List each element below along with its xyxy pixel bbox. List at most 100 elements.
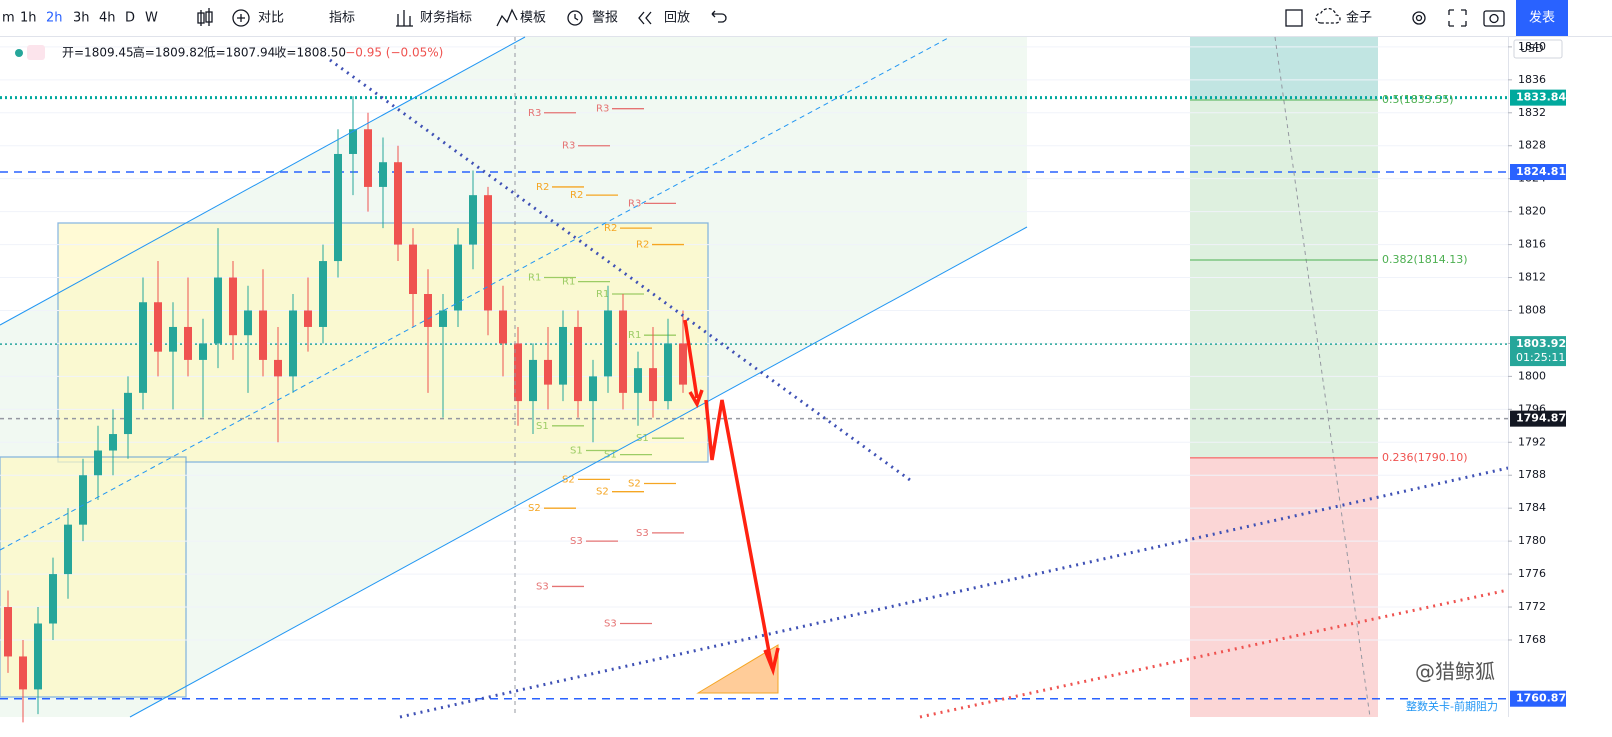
fib-zone-red xyxy=(1190,457,1378,717)
interval-button[interactable]: 1h xyxy=(20,11,37,26)
candle-body xyxy=(229,277,237,336)
legend-item: 开=1809.45 xyxy=(62,46,134,60)
pivot-label: R1 xyxy=(596,289,609,300)
candle-body xyxy=(634,368,642,393)
y-tick-label: 1820 xyxy=(1518,205,1546,218)
y-tick-label: 1800 xyxy=(1518,369,1546,382)
y-tick-label: 1840 xyxy=(1518,40,1546,53)
pivot-label: R3 xyxy=(562,141,575,152)
price-axis xyxy=(1508,37,1612,737)
candle-body xyxy=(34,623,42,690)
candle-body xyxy=(619,310,627,393)
y-tick-label: 1812 xyxy=(1518,271,1546,284)
pivot-label: S2 xyxy=(562,474,575,485)
y-tick-label: 1768 xyxy=(1518,633,1546,646)
candle-body xyxy=(94,450,102,476)
toolbar-button[interactable]: 对比 xyxy=(258,11,284,26)
status-badge xyxy=(27,45,45,60)
currency-select[interactable] xyxy=(1513,39,1563,59)
candle-body xyxy=(364,129,372,187)
candle-body xyxy=(154,302,162,352)
pivot-label: S3 xyxy=(604,619,617,630)
pivot-label: R1 xyxy=(562,277,575,288)
candle-body xyxy=(514,343,522,402)
candle-body xyxy=(424,294,432,327)
pivot-label: R3 xyxy=(596,104,609,115)
candle-body xyxy=(319,261,327,327)
pivot-label: R2 xyxy=(570,190,583,201)
candle-body xyxy=(574,326,582,402)
toolbar-button[interactable]: 财务指标 xyxy=(420,10,472,26)
interval-button[interactable]: 2h xyxy=(46,11,63,26)
candle-body xyxy=(64,524,72,575)
candle-body xyxy=(454,244,462,311)
candle-body xyxy=(394,162,402,245)
toolbar-button[interactable]: 回放 xyxy=(664,11,690,26)
pivot-label: R3 xyxy=(628,198,641,209)
legend-item: 收=1808.50 xyxy=(274,46,346,60)
y-tick-label: 1788 xyxy=(1518,468,1546,481)
annotation: 整数关卡-前期阻力 xyxy=(1406,699,1498,713)
price-label-bg xyxy=(1510,89,1566,106)
publish-label[interactable]: 发表 xyxy=(1529,10,1555,26)
candle-body xyxy=(214,277,222,344)
toolbar-icons xyxy=(197,7,1505,27)
candle-body xyxy=(604,310,612,377)
candle-body xyxy=(544,359,552,385)
price-label: 1803.92 xyxy=(1516,337,1566,350)
publish-button[interactable] xyxy=(1516,0,1568,36)
interval-button[interactable]: m xyxy=(2,11,15,26)
candle-body xyxy=(289,310,297,377)
countdown: 01:25:11 xyxy=(1516,351,1565,364)
candle-body xyxy=(559,326,567,385)
candle-body xyxy=(484,195,492,311)
candle-body xyxy=(274,359,282,377)
y-tick-label: 1780 xyxy=(1518,534,1546,547)
currency-label[interactable]: USD xyxy=(1520,42,1544,55)
pivot-label: S1 xyxy=(536,421,549,432)
pivot-label: R2 xyxy=(636,240,649,251)
price-label: 1824.81 xyxy=(1516,165,1566,178)
candle-body xyxy=(19,656,27,690)
candle-body xyxy=(184,326,192,360)
price-label-bg xyxy=(1510,410,1566,427)
toolbar-button[interactable]: 指标 xyxy=(329,11,355,26)
price-label-bg xyxy=(1510,164,1566,181)
toolbar-button[interactable]: 模板 xyxy=(520,11,546,26)
drawings xyxy=(0,36,1509,719)
price-label: 1794.87 xyxy=(1516,412,1566,425)
pivot-label: S1 xyxy=(636,433,649,444)
candle-body xyxy=(499,310,507,344)
y-tick-label: 1776 xyxy=(1518,567,1546,580)
candle-body xyxy=(199,343,207,360)
candle-body xyxy=(649,368,657,402)
interval-button[interactable]: W xyxy=(145,11,158,26)
legend-item: 低=1807.94 xyxy=(204,46,276,60)
y-tick-label: 1836 xyxy=(1518,73,1546,86)
price-label: 1833.84 xyxy=(1516,91,1566,104)
interval-button[interactable]: 3h xyxy=(73,11,90,26)
pivot-label: S3 xyxy=(636,528,649,539)
y-tick-label: 1772 xyxy=(1518,600,1546,613)
price-label-bg xyxy=(1510,690,1566,707)
candle-body xyxy=(244,310,252,336)
candle-body xyxy=(109,434,117,451)
fib-label: 0.382(1814.13) xyxy=(1382,253,1468,266)
toolbar-button[interactable]: 警报 xyxy=(592,10,618,26)
y-tick-label: 1808 xyxy=(1518,303,1546,316)
symbol-button[interactable]: 金子 xyxy=(1346,10,1372,26)
range-box xyxy=(57,222,709,463)
candle-body xyxy=(49,574,57,624)
pivot-label: R1 xyxy=(628,330,641,341)
candle-body xyxy=(589,376,597,402)
candle-body xyxy=(304,310,312,327)
candle-body xyxy=(139,302,147,393)
interval-button[interactable]: 4h xyxy=(99,11,116,26)
candle-body xyxy=(379,162,387,187)
pivot-label: R1 xyxy=(528,273,541,284)
candle-body xyxy=(664,343,672,402)
pivot-label: R3 xyxy=(528,108,541,119)
interval-button[interactable]: D xyxy=(125,11,135,26)
legend-item: 高=1809.82 xyxy=(133,45,205,60)
candle-body xyxy=(4,607,12,657)
